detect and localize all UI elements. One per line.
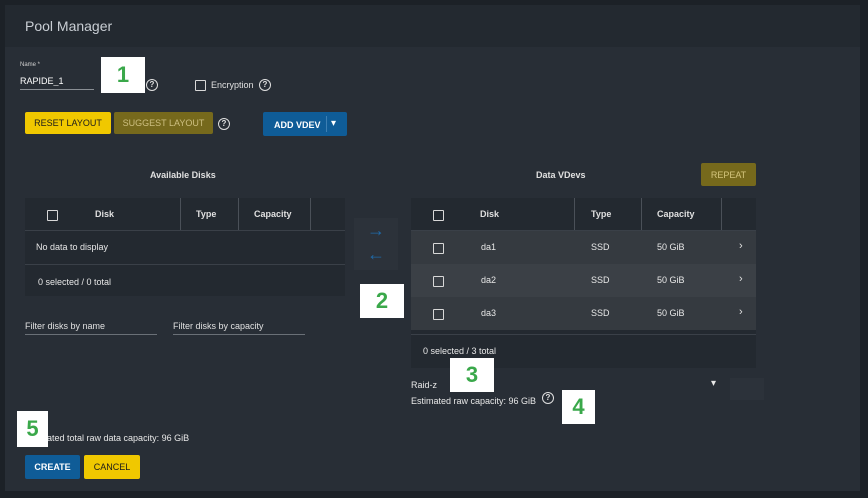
panel-header: Pool Manager	[5, 5, 860, 47]
vdevs-col-capacity[interactable]: Capacity	[657, 209, 695, 219]
reset-layout-button[interactable]: RESET LAYOUT	[25, 112, 111, 134]
available-disks-title: Available Disks	[150, 170, 216, 180]
name-field-label: Name *	[20, 62, 41, 68]
available-select-all-checkbox[interactable]	[47, 210, 58, 221]
encryption-label: Encryption	[211, 80, 254, 90]
table-divider	[411, 334, 756, 335]
vdevs-footer: 0 selected / 3 total	[423, 346, 497, 356]
filter-disks-capacity-input[interactable]	[173, 321, 305, 335]
create-button[interactable]: CREATE	[25, 455, 80, 479]
transfer-buttons: → ←	[354, 218, 398, 270]
callout-4: 4	[562, 390, 595, 424]
layout-help-icon[interactable]: ?	[218, 118, 230, 130]
arrow-left-icon[interactable]: ←	[367, 244, 385, 264]
data-vdevs-table: Disk Type Capacity da1 SSD 50 GiB › da2 …	[411, 198, 756, 368]
chevron-right-icon[interactable]: ›	[739, 273, 743, 285]
row-checkbox[interactable]	[433, 276, 444, 287]
available-footer: 0 selected / 0 total	[38, 277, 112, 287]
vdevs-select-all-checkbox[interactable]	[433, 210, 444, 221]
row-capacity: 50 GiB	[657, 275, 685, 285]
row-disk: da2	[481, 275, 497, 285]
available-disks-table: Disk Type Capacity No data to display 0 …	[25, 198, 345, 296]
col-separator	[721, 198, 722, 230]
available-col-type[interactable]: Type	[196, 209, 217, 219]
col-separator	[238, 198, 239, 230]
add-vdev-label: ADD VDEV	[274, 120, 321, 130]
table-row[interactable]: da3 SSD 50 GiB ›	[411, 297, 756, 330]
available-header-row: Disk Type Capacity	[25, 198, 345, 231]
callout-2: 2	[360, 284, 404, 318]
vdevs-col-disk[interactable]: Disk	[480, 209, 500, 219]
row-type: SSD	[591, 308, 610, 318]
arrow-right-icon[interactable]: →	[367, 220, 385, 240]
callout-3: 3	[450, 358, 494, 392]
row-checkbox[interactable]	[433, 309, 444, 320]
vdev-layout-value: Raid-z	[411, 380, 438, 390]
estimated-raw-capacity: Estimated raw capacity: 96 GiB	[411, 396, 537, 406]
col-separator	[641, 198, 642, 230]
filter-disks-name-input[interactable]	[25, 321, 157, 335]
encryption-checkbox[interactable]	[195, 80, 206, 91]
remove-vdev-button[interactable]	[730, 378, 764, 400]
name-input[interactable]	[20, 73, 94, 90]
chevron-right-icon[interactable]: ›	[739, 306, 743, 318]
name-help-icon[interactable]: ?	[146, 79, 158, 91]
table-divider	[25, 264, 345, 265]
encryption-help-icon[interactable]: ?	[259, 79, 271, 91]
row-checkbox[interactable]	[433, 243, 444, 254]
capacity-help-icon[interactable]: ?	[542, 392, 554, 404]
vdevs-header-row: Disk Type Capacity	[411, 198, 756, 231]
vdev-layout-select[interactable]: Raid-z ▾	[411, 378, 723, 392]
row-type: SSD	[591, 275, 610, 285]
row-type: SSD	[591, 242, 610, 252]
chevron-right-icon[interactable]: ›	[739, 240, 743, 252]
available-empty-text: No data to display	[36, 242, 109, 252]
callout-5: 5	[17, 411, 48, 447]
col-separator	[310, 198, 311, 230]
vdevs-col-type[interactable]: Type	[591, 209, 612, 219]
total-raw-capacity: ated total raw data capacity: 96 GiB	[47, 433, 190, 443]
callout-1: 1	[101, 57, 145, 93]
page-title: Pool Manager	[25, 18, 113, 34]
available-col-capacity[interactable]: Capacity	[254, 209, 292, 219]
chevron-down-icon[interactable]: ▾	[711, 378, 717, 389]
add-vdev-button[interactable]: ADD VDEV ▾	[263, 112, 347, 136]
col-separator	[574, 198, 575, 230]
repeat-button[interactable]: REPEAT	[701, 163, 756, 186]
row-disk: da1	[481, 242, 497, 252]
row-capacity: 50 GiB	[657, 308, 685, 318]
chevron-down-icon[interactable]: ▾	[331, 118, 337, 129]
table-row[interactable]: da1 SSD 50 GiB ›	[411, 231, 756, 264]
col-separator	[180, 198, 181, 230]
available-col-disk[interactable]: Disk	[95, 209, 115, 219]
data-vdevs-title: Data VDevs	[536, 170, 586, 180]
add-vdev-divider	[326, 116, 327, 132]
row-capacity: 50 GiB	[657, 242, 685, 252]
row-disk: da3	[481, 308, 497, 318]
suggest-layout-button[interactable]: SUGGEST LAYOUT	[114, 112, 213, 134]
table-row[interactable]: da2 SSD 50 GiB ›	[411, 264, 756, 297]
cancel-button[interactable]: CANCEL	[84, 455, 140, 479]
